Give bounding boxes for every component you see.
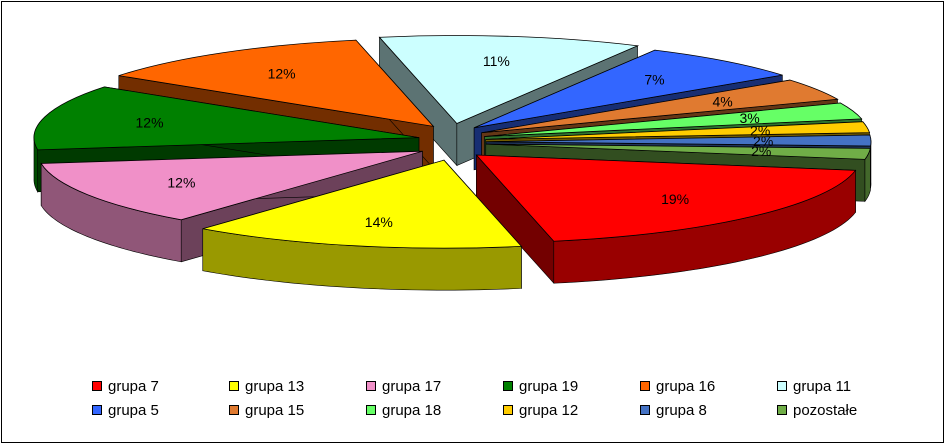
legend-label: grupa 17 <box>382 377 442 395</box>
legend-entry: grupa 18 <box>366 401 503 419</box>
slice-label-11: 2% <box>753 133 773 149</box>
slice-label-5: 12% <box>268 65 296 81</box>
legend-entry: grupa 12 <box>503 401 640 419</box>
slice-label-8: 4% <box>712 93 732 109</box>
legend-label: grupa 11 <box>793 377 852 395</box>
legend-label: grupa 12 <box>519 401 579 419</box>
slice-label-3: 12% <box>167 175 195 191</box>
legend-entry: pozostałe <box>777 401 914 419</box>
slice-label-1: 19% <box>661 191 689 207</box>
slice-label-2: 14% <box>365 214 393 230</box>
legend-entry: grupa 7 <box>92 377 229 395</box>
legend-swatch <box>640 381 650 391</box>
legend-entry: grupa 16 <box>640 377 777 395</box>
legend-label: grupa 15 <box>245 401 305 419</box>
legend-swatch <box>503 405 513 415</box>
legend-swatch <box>366 381 376 391</box>
legend-entry: grupa 8 <box>640 401 777 419</box>
legend: grupa 7 grupa 13 grupa 17 grupa 19 grupa 16 g… <box>92 377 892 419</box>
legend-label: grupa 7 <box>108 377 159 395</box>
legend-entry: grupa 13 <box>229 377 366 395</box>
legend-label: grupa 16 <box>656 377 716 395</box>
legend-label: pozostałe <box>793 401 858 419</box>
legend-label: grupa 8 <box>656 401 707 419</box>
legend-swatch <box>229 381 239 391</box>
slice-label-10: 2% <box>750 123 770 139</box>
legend-swatch <box>640 405 650 415</box>
slice-label-4: 12% <box>136 115 164 131</box>
legend-label: grupa 5 <box>108 401 159 419</box>
legend-swatch <box>92 381 102 391</box>
legend-entry: grupa 5 <box>92 401 229 419</box>
legend-swatch <box>229 405 239 415</box>
pie-slice-1 <box>475 154 857 285</box>
legend-label: grupa 19 <box>519 377 579 395</box>
legend-label: grupa 18 <box>382 401 442 419</box>
legend-entry: grupa 19 <box>503 377 640 395</box>
legend-entry: grupa 15 <box>229 401 366 419</box>
legend-entry: grupa 17 <box>366 377 503 395</box>
slice-label-7: 7% <box>644 72 664 88</box>
legend-label: grupa 13 <box>245 377 305 395</box>
legend-swatch <box>777 405 787 415</box>
legend-entry: grupa 11 <box>777 377 914 395</box>
legend-swatch <box>503 381 513 391</box>
slice-label-6: 11% <box>483 53 510 69</box>
slice-label-12: 2% <box>751 143 771 159</box>
slice-label-9: 3% <box>739 110 759 126</box>
legend-swatch <box>92 405 102 415</box>
legend-swatch <box>366 405 376 415</box>
pie-slice-2 <box>202 159 523 291</box>
legend-swatch <box>777 381 787 391</box>
